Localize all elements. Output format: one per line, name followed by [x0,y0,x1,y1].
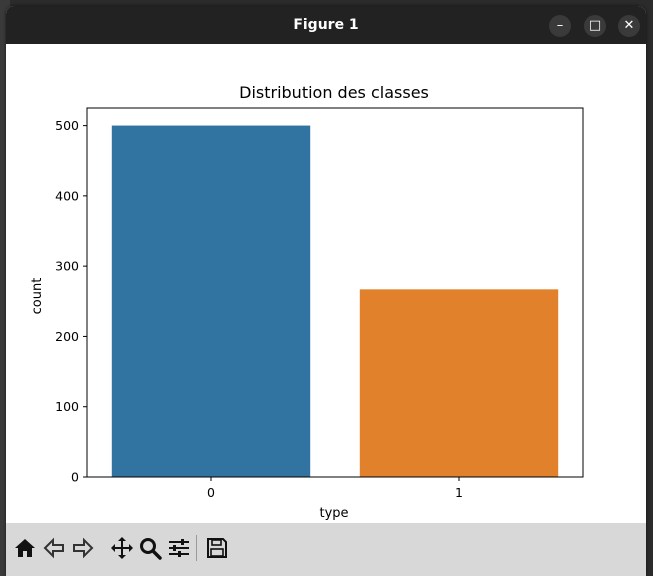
y-tick-label: 400 [55,188,79,203]
bar [111,125,311,478]
desktop-background [0,0,10,576]
close-button[interactable]: ✕ [618,15,640,37]
zoom-magnifier-icon[interactable] [138,536,162,560]
window-title: Figure 1 [293,17,359,33]
y-tick-label: 500 [55,118,79,133]
figure-canvas: Distribution des classes type count 0 100… [6,44,646,523]
navigation-toolbar [6,523,646,576]
x-axis-label: type [319,506,348,521]
chart-title: Distribution des classes [239,83,429,102]
configure-subplots-icon[interactable] [167,536,191,560]
x-tick-label: 0 [207,485,215,500]
figure-window: Figure 1 – □ ✕ Distribution des classes … [6,6,646,576]
y-tick-label: 100 [55,399,79,414]
plot-frame [86,107,584,478]
title-bar[interactable]: Figure 1 – □ ✕ [6,6,646,44]
bar-chart: Distribution des classes type count 0 100… [30,83,584,521]
y-axis-label: count [30,278,45,315]
back-arrow-icon[interactable] [42,536,66,560]
forward-arrow-icon[interactable] [71,536,95,560]
toolbar-separator [196,535,197,561]
y-tick-label: 300 [55,259,79,274]
minimize-button[interactable]: – [549,15,571,37]
pan-move-icon[interactable] [110,536,134,560]
y-tick-label: 0 [71,470,79,485]
y-tick-label: 200 [55,329,79,344]
home-icon[interactable] [13,536,37,560]
save-floppy-icon[interactable] [205,536,229,560]
bar [359,289,559,477]
x-tick-label: 1 [455,485,463,500]
maximize-button[interactable]: □ [584,15,606,37]
